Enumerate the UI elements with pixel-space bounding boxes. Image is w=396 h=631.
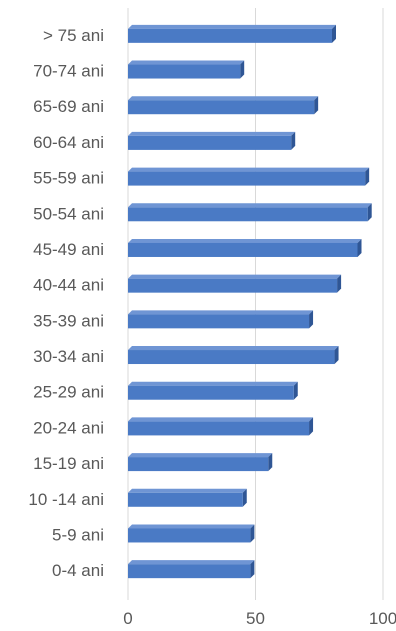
bar <box>128 314 310 329</box>
bar-side-face <box>332 24 336 43</box>
bar-top-face <box>128 560 255 565</box>
bar-side-face <box>357 238 362 257</box>
y-tick-label: 35-39 ani <box>33 311 104 330</box>
y-tick-label: 70-74 ani <box>33 62 104 81</box>
y-tick-label: 50-54 ani <box>33 204 104 223</box>
bar-side-face <box>242 488 247 507</box>
y-tick-label: 10 -14 ani <box>28 490 104 509</box>
bar-side-face <box>337 274 342 293</box>
bar-side-face <box>365 167 370 186</box>
bar-top-face <box>128 60 245 65</box>
y-tick-label: > 75 ani <box>43 26 104 45</box>
bar <box>128 492 243 507</box>
y-tick-label: 0-4 ani <box>52 561 104 580</box>
bar <box>128 135 292 150</box>
bar-side-face <box>314 96 319 115</box>
y-tick-label: 20-24 ani <box>33 418 104 437</box>
bar-top-face <box>128 167 370 172</box>
bar <box>128 100 315 115</box>
y-tick-label: 60-64 ani <box>33 133 104 152</box>
x-tick-label: 100 <box>369 609 396 626</box>
bar <box>128 528 251 543</box>
bar <box>128 350 335 365</box>
y-tick-label: 55-59 ani <box>33 169 104 188</box>
bar <box>128 207 368 222</box>
y-tick-label: 25-29 ani <box>33 383 104 402</box>
bar <box>128 421 310 436</box>
y-tick-label: 40-44 ani <box>33 276 104 295</box>
bar <box>128 64 241 79</box>
bar-top-face <box>128 203 372 208</box>
bar-side-face <box>309 417 314 436</box>
x-tick-label: 50 <box>246 609 265 626</box>
bar <box>128 28 332 43</box>
y-tick-label: 5-9 ani <box>52 525 104 544</box>
bar-side-face <box>250 524 255 543</box>
bar-top-face <box>128 488 247 493</box>
y-tick-label: 15-19 ani <box>33 454 104 473</box>
bar-top-face <box>128 381 298 386</box>
bar-side-face <box>250 560 255 579</box>
bar-top-face <box>128 417 314 422</box>
bar-top-face <box>128 274 342 279</box>
bar-top-face <box>128 238 362 243</box>
bar-top-face <box>128 24 336 29</box>
bar-side-face <box>293 381 298 400</box>
y-tick-label: 65-69 ani <box>33 97 104 116</box>
x-tick-label: 0 <box>123 609 132 626</box>
bar <box>128 278 338 293</box>
bar-top-face <box>128 524 255 529</box>
bar-top-face <box>128 96 319 101</box>
bar <box>128 564 251 579</box>
bar-top-face <box>128 310 314 315</box>
bar <box>128 171 366 186</box>
bar-side-face <box>309 310 314 329</box>
bar-top-face <box>128 131 296 136</box>
bar <box>128 457 269 472</box>
bar <box>128 385 294 400</box>
bar-side-face <box>268 453 273 472</box>
y-tick-label: 30-34 ani <box>33 347 104 366</box>
bar-side-face <box>240 60 245 79</box>
bar-top-face <box>128 453 273 458</box>
bar <box>128 242 358 257</box>
y-tick-label: 45-49 ani <box>33 240 104 259</box>
bar-top-face <box>128 346 339 351</box>
bar-side-face <box>334 346 339 365</box>
bar-side-face <box>291 131 296 150</box>
bar-side-face <box>367 203 372 222</box>
